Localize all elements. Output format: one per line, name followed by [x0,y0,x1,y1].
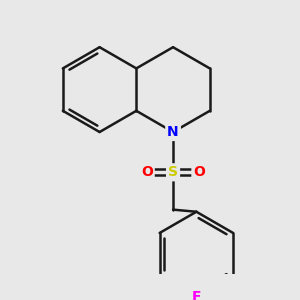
Text: N: N [167,125,179,139]
Text: O: O [194,165,205,179]
Text: F: F [192,290,201,300]
Text: O: O [141,165,153,179]
Text: S: S [168,165,178,179]
